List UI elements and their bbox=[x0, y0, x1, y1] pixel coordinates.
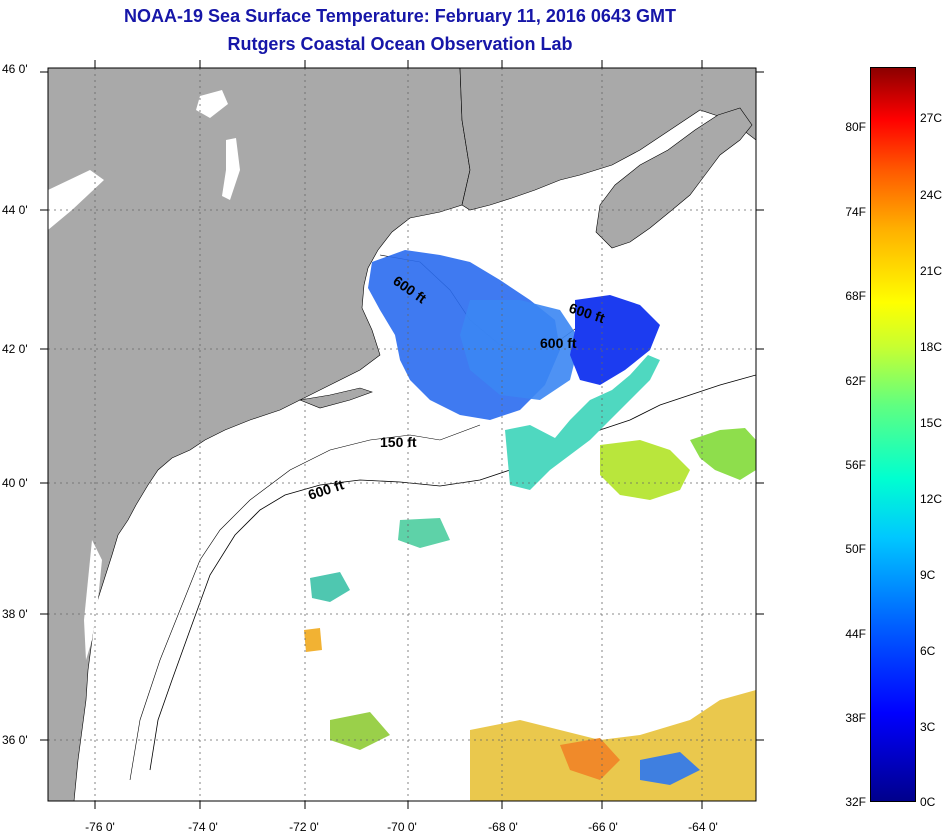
colorbar-c-label: 9C bbox=[920, 568, 936, 582]
lat-label: 42 0' bbox=[2, 342, 28, 356]
chesapeake-bay bbox=[84, 540, 102, 660]
lat-label: 46 0' bbox=[2, 62, 28, 76]
colorbar-f-label: 62F bbox=[845, 374, 866, 388]
colorbar-f-label: 50F bbox=[845, 542, 866, 556]
lon-label: -64 0' bbox=[688, 820, 718, 834]
colorbar-f-label: 38F bbox=[845, 711, 866, 725]
delaware-bay bbox=[128, 520, 142, 548]
map-subtitle: Rutgers Coastal Ocean Observation Lab bbox=[227, 34, 573, 54]
sst-patch-orange bbox=[304, 628, 322, 652]
lake bbox=[196, 90, 228, 118]
colorbar-c-label: 21C bbox=[920, 264, 943, 278]
colorbar-c-label: 0C bbox=[920, 795, 936, 809]
colorbar-c-label: 3C bbox=[920, 720, 936, 734]
map-title: NOAA-19 Sea Surface Temperature: Februar… bbox=[124, 6, 676, 26]
lon-label: -76 0' bbox=[85, 820, 115, 834]
sst-patch-south-orange bbox=[560, 738, 620, 780]
sst-patch-greenyellow bbox=[600, 440, 690, 500]
colorbar-c-label: 27C bbox=[920, 111, 943, 125]
sst-patch-deepblue bbox=[570, 295, 660, 385]
colorbar-f-label: 74F bbox=[845, 205, 866, 219]
isobath-150ft bbox=[129, 424, 481, 781]
colorbar-c-label: 6C bbox=[920, 644, 936, 658]
sst-patch-blue bbox=[460, 300, 580, 400]
sst-patch-teal bbox=[310, 572, 350, 602]
lon-label: -66 0' bbox=[588, 820, 618, 834]
lake bbox=[222, 138, 240, 200]
colorbar-f-label: 44F bbox=[845, 627, 866, 641]
sst-patch-green bbox=[690, 428, 756, 480]
map-frame bbox=[47, 67, 757, 802]
lon-label: -70 0' bbox=[387, 820, 417, 834]
sst-patch-cyan bbox=[505, 355, 660, 490]
contour-label-600ft: 600 ft bbox=[540, 335, 577, 351]
lake bbox=[48, 170, 104, 230]
colorbar-f-label: 68F bbox=[845, 289, 866, 303]
colorbar-c-label: 18C bbox=[920, 340, 943, 354]
lon-label: -72 0' bbox=[289, 820, 319, 834]
lat-label: 38 0' bbox=[2, 607, 28, 621]
contour-label-150ft: 150 ft bbox=[380, 434, 417, 450]
lat-label: 44 0' bbox=[2, 203, 28, 217]
colorbar-c-label: 24C bbox=[920, 188, 943, 202]
colorbar-f-label: 32F bbox=[845, 795, 866, 809]
colorbar-f-label: 80F bbox=[845, 120, 866, 134]
lon-label: -74 0' bbox=[188, 820, 218, 834]
colorbar-c-label: 15C bbox=[920, 416, 943, 430]
land-us-east-coast bbox=[48, 68, 471, 801]
sst-patch-south-blue bbox=[640, 752, 700, 785]
lon-label: -68 0' bbox=[488, 820, 518, 834]
land-nova-scotia bbox=[595, 107, 753, 249]
lat-label: 40 0' bbox=[2, 476, 28, 490]
temperature-colorbar bbox=[870, 67, 916, 802]
colorbar-c-label: 12C bbox=[920, 492, 943, 506]
colorbar-f-label: 56F bbox=[845, 458, 866, 472]
land-long-island bbox=[298, 387, 373, 409]
lat-label: 36 0' bbox=[2, 733, 28, 747]
sst-patch-south-green bbox=[330, 712, 390, 750]
sst-patch-teal bbox=[398, 518, 450, 548]
